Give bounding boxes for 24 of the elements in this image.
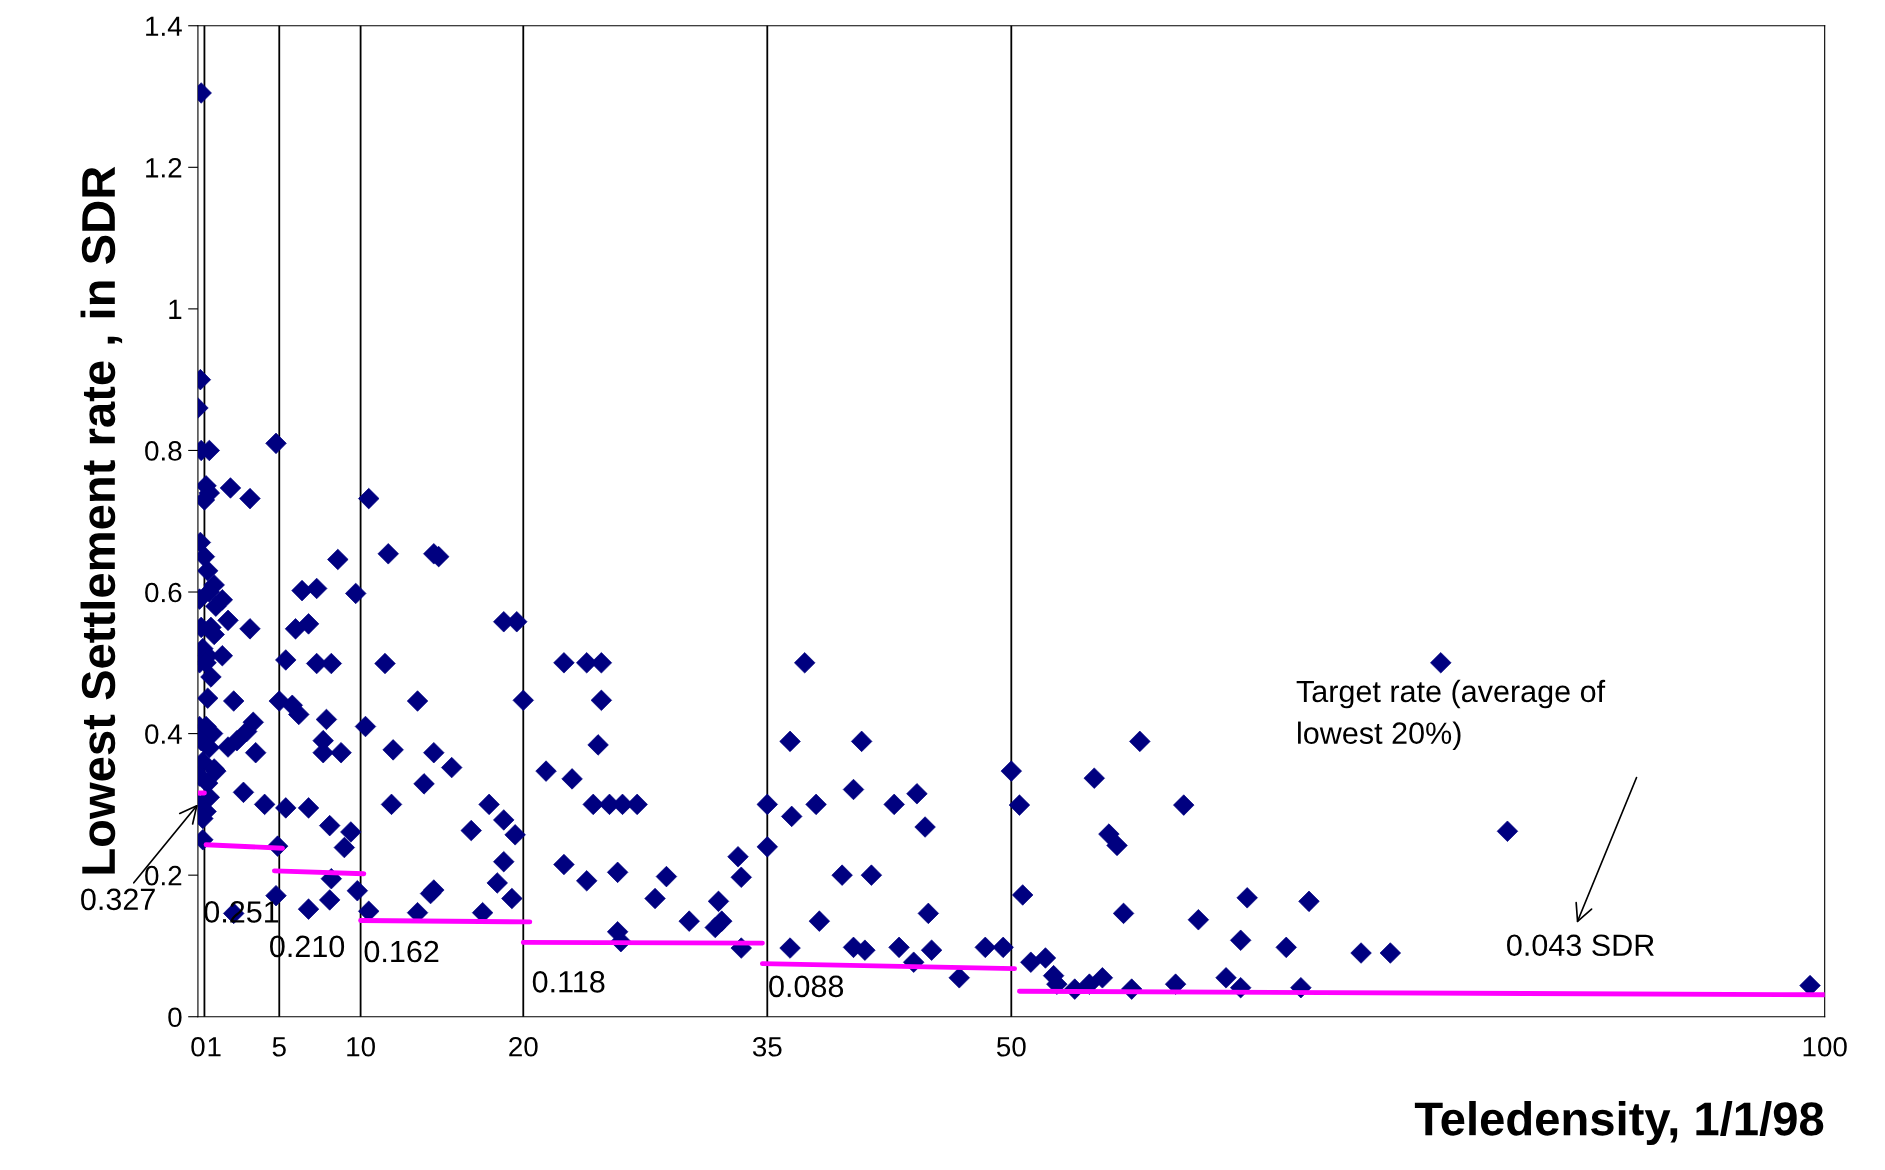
- x-tick-label: 35: [752, 1036, 782, 1057]
- y-tick-label: 0.6: [145, 582, 182, 603]
- x-tick-label: 50: [996, 1036, 1026, 1057]
- y-tick-label: 0.4: [145, 724, 182, 744]
- annotation: 0.043 SDR: [1507, 934, 1654, 957]
- y-tick-label: 0.2: [145, 865, 182, 886]
- x-tick-label: 5: [272, 1037, 286, 1057]
- y-tick-label: 1.2: [146, 157, 182, 178]
- annotation: Target rate (average of lowest 20%): [1296, 679, 1606, 751]
- y-tick-label: 1.4: [146, 16, 182, 36]
- x-axis-title: Teledensity, 1/1/98: [1414, 1100, 1824, 1145]
- annotation: 0.088: [769, 975, 844, 998]
- annotation: 0.162: [364, 940, 439, 963]
- annotation: 0.327: [81, 888, 155, 911]
- y-tick-label: 1: [169, 299, 182, 319]
- x-tick-label: 0: [191, 1036, 205, 1057]
- x-tick-label: 10: [347, 1036, 375, 1057]
- y-axis-title: Lowest Settlement rate , in SDR: [80, 166, 123, 874]
- x-tick-label: 100: [1803, 1036, 1847, 1057]
- x-tick-label: 20: [509, 1036, 538, 1057]
- annotation: 0.118: [532, 970, 605, 993]
- x-tick-label: 1: [208, 1037, 221, 1057]
- y-tick-label: 0: [168, 1007, 182, 1028]
- y-tick-label: 0.8: [145, 441, 182, 461]
